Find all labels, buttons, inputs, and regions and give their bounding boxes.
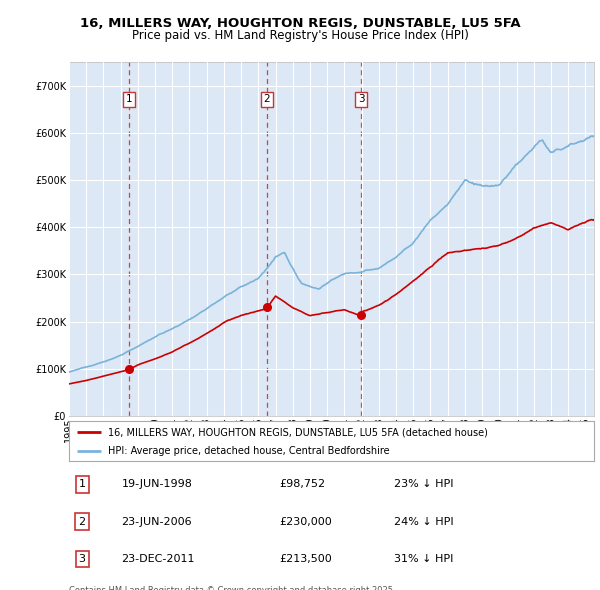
Text: £98,752: £98,752 (279, 480, 325, 489)
Text: 2: 2 (263, 94, 270, 104)
Text: 16, MILLERS WAY, HOUGHTON REGIS, DUNSTABLE, LU5 5FA: 16, MILLERS WAY, HOUGHTON REGIS, DUNSTAB… (80, 17, 520, 30)
Text: £213,500: £213,500 (279, 554, 332, 563)
Text: 2: 2 (79, 517, 86, 526)
Text: 31% ↓ HPI: 31% ↓ HPI (395, 554, 454, 563)
Text: 16, MILLERS WAY, HOUGHTON REGIS, DUNSTABLE, LU5 5FA (detached house): 16, MILLERS WAY, HOUGHTON REGIS, DUNSTAB… (109, 427, 488, 437)
Text: 23-DEC-2011: 23-DEC-2011 (121, 554, 195, 563)
Text: 19-JUN-1998: 19-JUN-1998 (121, 480, 193, 489)
Text: 1: 1 (125, 94, 132, 104)
Text: £230,000: £230,000 (279, 517, 332, 526)
Text: 1: 1 (79, 480, 86, 489)
Text: Contains HM Land Registry data © Crown copyright and database right 2025.: Contains HM Land Registry data © Crown c… (69, 586, 395, 590)
Text: Price paid vs. HM Land Registry's House Price Index (HPI): Price paid vs. HM Land Registry's House … (131, 29, 469, 42)
Text: 3: 3 (358, 94, 365, 104)
Text: 23-JUN-2006: 23-JUN-2006 (121, 517, 192, 526)
Text: HPI: Average price, detached house, Central Bedfordshire: HPI: Average price, detached house, Cent… (109, 445, 390, 455)
Text: 3: 3 (79, 554, 86, 563)
Text: 23% ↓ HPI: 23% ↓ HPI (395, 480, 454, 489)
Text: 24% ↓ HPI: 24% ↓ HPI (395, 517, 454, 526)
